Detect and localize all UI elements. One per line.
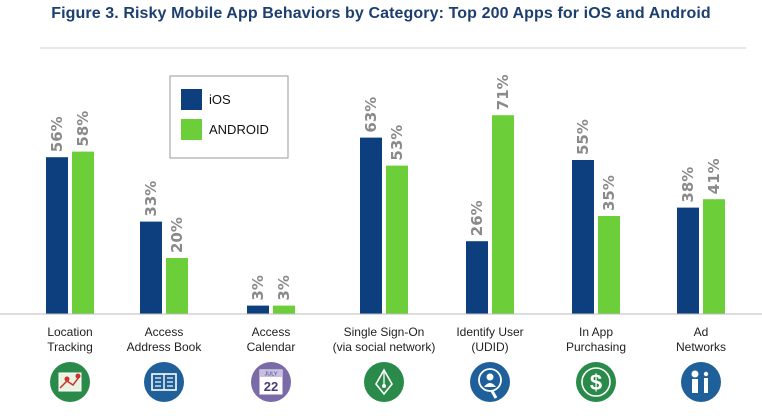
svg-text:$: $ — [590, 370, 602, 395]
bar-ios-2 — [247, 305, 269, 314]
data-label-android-1: 20% — [168, 217, 186, 253]
legend-box — [169, 75, 289, 159]
x-tick-label-6-0: Ad — [694, 325, 709, 339]
bar-ios-1 — [140, 221, 162, 314]
map-pin-icon — [50, 362, 90, 402]
data-label-ios-1: 33% — [142, 181, 160, 217]
bar-ios-4 — [466, 241, 488, 314]
x-tick-label-0-1: Tracking — [47, 340, 93, 354]
bars-layer — [46, 115, 725, 314]
x-tick-label-4-1: (UDID) — [471, 340, 508, 354]
page-title: Figure 3. Risky Mobile App Behaviors by … — [51, 5, 711, 22]
bar-android-6 — [703, 199, 725, 314]
bar-android-5 — [598, 216, 620, 314]
bar-android-2 — [273, 305, 295, 314]
x-tick-label-1-0: Access — [145, 325, 184, 339]
legend-swatch-ios — [181, 89, 202, 110]
bar-ios-6 — [677, 207, 699, 314]
bar-android-0 — [72, 151, 94, 314]
data-label-ios-6: 38% — [679, 167, 697, 203]
x-tick-label-2-1: Calendar — [247, 340, 296, 354]
legend-swatch-android — [181, 119, 202, 140]
calendar-day-text: 22 — [264, 379, 278, 394]
x-tick-label-3-1: (via social network) — [333, 340, 436, 354]
x-tick-label-5-0: In App — [579, 325, 613, 339]
data-label-ios-5: 55% — [574, 119, 592, 155]
address-book-icon — [144, 362, 184, 402]
bar-android-1 — [166, 258, 188, 314]
data-label-android-6: 41% — [705, 158, 723, 194]
x-tick-label-6-1: Networks — [676, 340, 726, 354]
x-tick-label-2-0: Access — [252, 325, 291, 339]
data-label-android-3: 53% — [388, 125, 406, 161]
legend-label-android: ANDROID — [209, 122, 269, 137]
bar-android-3 — [386, 165, 408, 314]
data-label-ios-4: 26% — [468, 200, 486, 236]
data-label-ios-3: 63% — [362, 97, 380, 133]
data-label-ios-2: 3% — [249, 275, 267, 300]
pen-nib-icon — [364, 362, 404, 402]
data-label-android-5: 35% — [600, 175, 618, 211]
info-person-icon — [681, 362, 721, 402]
bar-android-4 — [492, 115, 514, 314]
data-labels-layer: 56% 58% 33% 20% 3% 3% 63% 53% 26% 71% 55% 35% 38% 41% — [48, 74, 723, 300]
x-tick-label-0-0: Location — [47, 325, 92, 339]
bar-ios-0 — [46, 157, 68, 314]
legend: iOS ANDROID — [169, 75, 289, 159]
data-label-android-0: 58% — [74, 111, 92, 147]
x-tick-label-3-0: Single Sign-On — [344, 325, 425, 339]
user-search-icon — [470, 362, 510, 402]
x-tick-label-1-1: Address Book — [127, 340, 203, 354]
x-tick-label-4-0: Identify User — [456, 325, 523, 339]
bar-ios-5 — [572, 160, 594, 314]
data-label-android-2: 3% — [275, 275, 293, 300]
bar-ios-3 — [360, 137, 382, 314]
calendar-month-text: JULY — [264, 372, 277, 378]
legend-label-ios: iOS — [209, 92, 231, 107]
data-label-ios-0: 56% — [48, 116, 66, 152]
data-label-android-4: 71% — [494, 74, 512, 110]
dollar-icon: $ — [576, 362, 616, 402]
x-tick-label-5-1: Purchasing — [566, 340, 626, 354]
